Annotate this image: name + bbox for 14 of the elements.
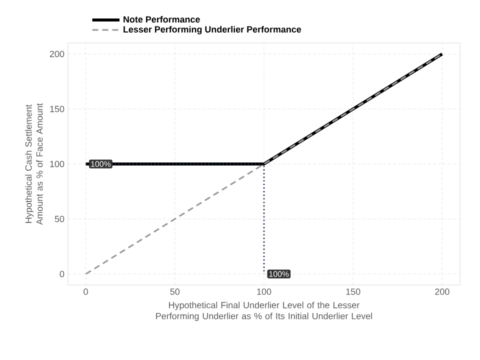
legend-label: Lesser Performing Underlier Performance <box>124 26 302 34</box>
y-tick-label: 100 <box>50 160 64 168</box>
x-tick-label: 200 <box>435 288 450 295</box>
x-tick-label: 0 <box>84 288 88 295</box>
y-tick-label: 150 <box>50 106 64 112</box>
legend-label: Note Performance <box>124 16 200 23</box>
y-tick-label: 200 <box>50 50 64 58</box>
y-axis-title: Hypothetical Cash Settlement Amount as % of Face Amount <box>25 103 43 225</box>
x-tick-label: 100 <box>257 288 272 295</box>
y-tick-label: 0 <box>60 270 64 278</box>
x-tick-label: 150 <box>346 288 360 295</box>
x-tick-label: 50 <box>170 288 180 295</box>
x-axis-title: Hypothetical Final Underlier Level of the Lesser Performing Underlier as % of Its Initial Underlier Level <box>156 302 372 322</box>
y-tick-label: 50 <box>54 216 64 222</box>
